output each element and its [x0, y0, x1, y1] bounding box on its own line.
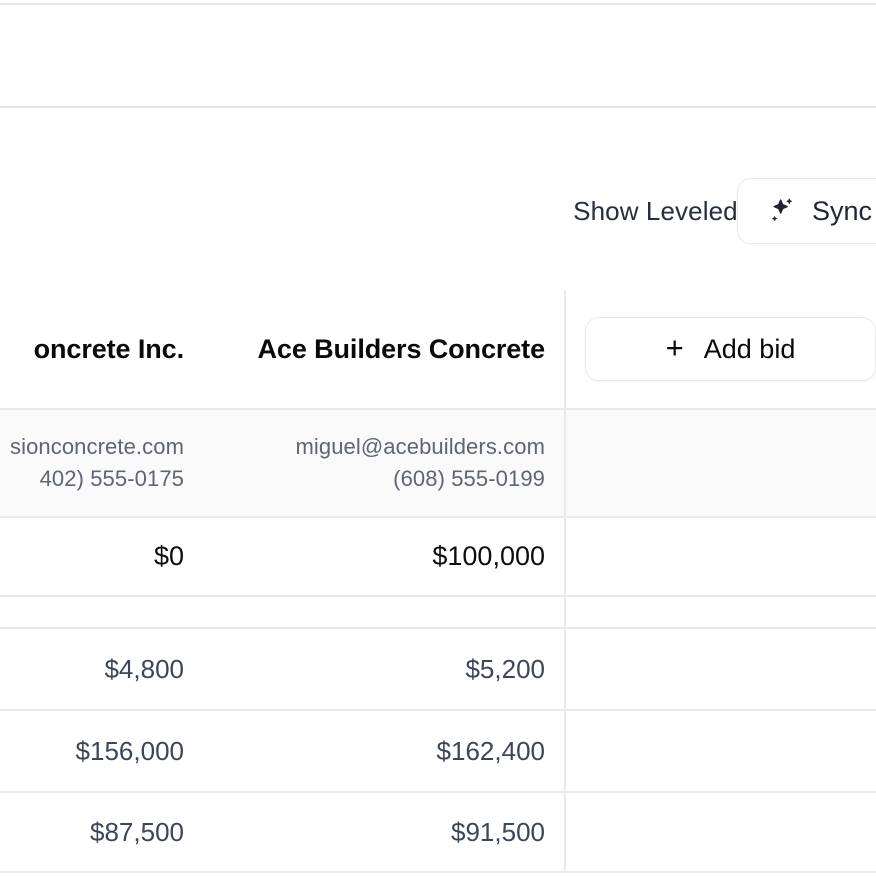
table-row: $4,800 $5,200	[0, 627, 876, 709]
table-cell[interactable]: $0	[0, 518, 203, 595]
column-header-ace-builders[interactable]: Ace Builders Concrete	[203, 290, 564, 408]
column-header-add-bid: + Add bid	[564, 290, 876, 408]
contact-cell: sionconcrete.com 402) 555-0175	[0, 410, 203, 516]
table-cell-empty	[564, 518, 876, 595]
cell-value: $91,500	[451, 816, 545, 847]
spacer-cell	[203, 597, 564, 627]
table-cell-empty	[564, 711, 876, 791]
table-cell[interactable]: $91,500	[203, 793, 564, 871]
table-cell-empty	[564, 793, 876, 871]
cell-value: $87,500	[90, 816, 184, 847]
table-row: $87,500 $91,500	[0, 791, 876, 873]
spacer-cell	[0, 597, 203, 627]
column-header-label: oncrete Inc.	[33, 333, 184, 364]
cell-value: $162,400	[436, 735, 545, 766]
table-cell[interactable]: $5,200	[203, 629, 564, 709]
section-spacer	[0, 597, 876, 627]
spacer-cell	[564, 597, 876, 627]
column-header-vendor-partial[interactable]: oncrete Inc.	[0, 290, 203, 408]
vendor-email[interactable]: miguel@acebuilders.com	[295, 434, 545, 459]
cell-value: $4,800	[104, 653, 184, 684]
cell-value: $0	[153, 541, 184, 571]
table-row: $156,000 $162,400	[0, 709, 876, 791]
vendor-phone[interactable]: 402) 555-0175	[39, 466, 184, 491]
vendor-email[interactable]: sionconcrete.com	[9, 434, 184, 459]
vendor-contact-row: sionconcrete.com 402) 555-0175 miguel@ac…	[0, 408, 876, 518]
sparkles-icon	[772, 198, 793, 222]
table-cell-empty	[564, 629, 876, 709]
sync-button-label: Sync	[812, 195, 873, 226]
contact-cell-empty	[564, 410, 876, 516]
add-bid-button-label: Add bid	[703, 333, 796, 364]
section-divider	[0, 106, 876, 108]
table-cell[interactable]: $100,000	[203, 518, 564, 595]
add-bid-button[interactable]: + Add bid	[585, 317, 876, 381]
table-cell[interactable]: $156,000	[0, 711, 203, 791]
contact-cell: miguel@acebuilders.com (608) 555-0199	[203, 410, 564, 516]
cell-value: $5,200	[465, 653, 545, 684]
vendor-phone[interactable]: (608) 555-0199	[393, 466, 545, 491]
table-cell[interactable]: $162,400	[203, 711, 564, 791]
cell-value: $100,000	[432, 541, 545, 571]
sync-button[interactable]: Sync	[737, 178, 876, 244]
cell-value: $156,000	[75, 735, 184, 766]
column-header-label: Ace Builders Concrete	[257, 333, 546, 364]
top-divider	[0, 3, 876, 5]
total-bid-row: $0 $100,000	[0, 518, 876, 597]
table-cell[interactable]: $87,500	[0, 793, 203, 871]
table-header-row: oncrete Inc. Ace Builders Concrete + Add…	[0, 290, 876, 408]
bid-comparison-table: oncrete Inc. Ace Builders Concrete + Add…	[0, 290, 876, 873]
table-cell[interactable]: $4,800	[0, 629, 203, 709]
plus-icon: +	[665, 330, 684, 365]
